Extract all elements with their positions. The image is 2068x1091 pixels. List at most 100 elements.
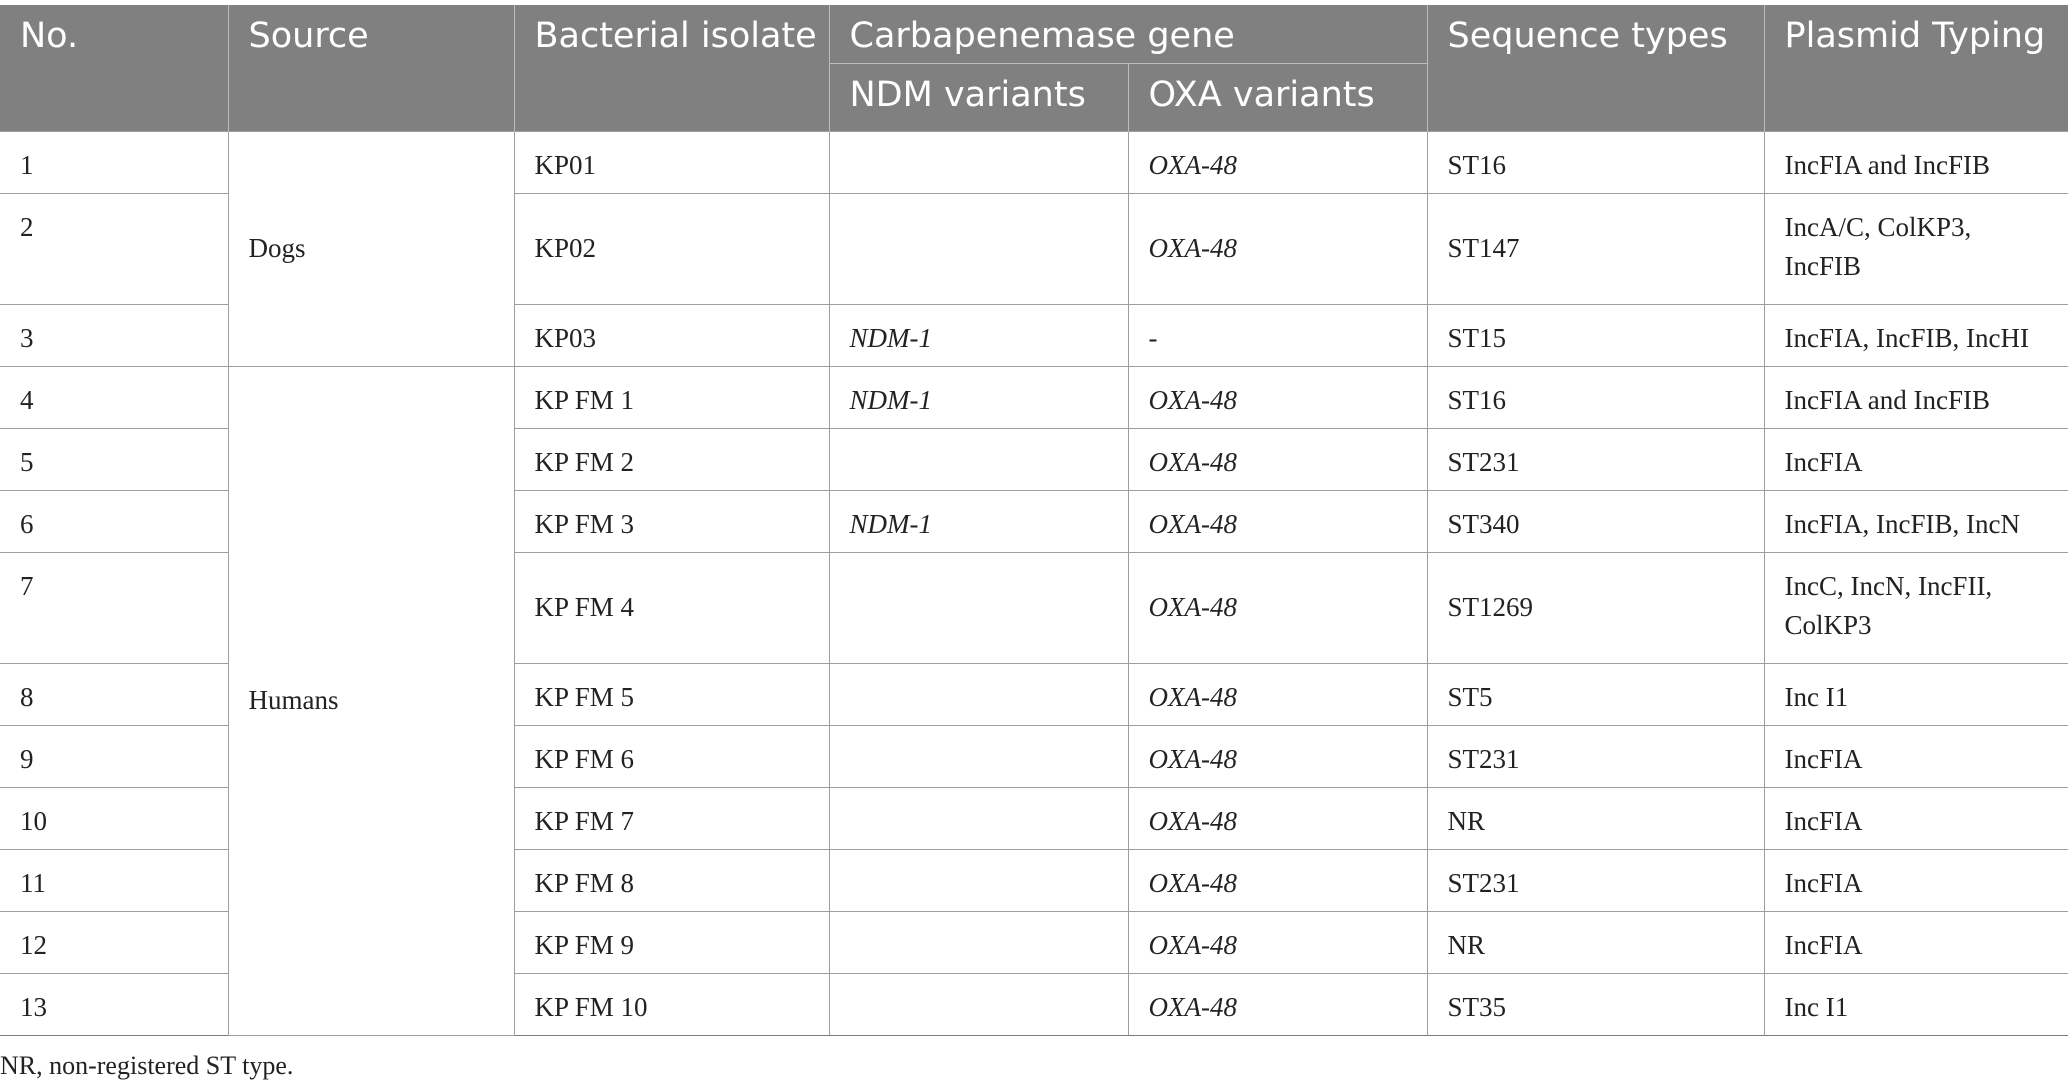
cell-plasmid: IncFIA <box>1763 848 2068 912</box>
plasmid-line: IncFIA <box>1784 743 1863 774</box>
plasmid-line: IncFIA <box>1784 867 1863 898</box>
table-row: 9 KP FM 6 OXA-48 ST231 IncFIA <box>0 724 2068 788</box>
cell-ndm <box>828 786 1129 850</box>
cell-isolate: KP FM 8 <box>513 848 830 912</box>
cell-isolate: KP FM 5 <box>513 662 830 726</box>
results-table-container: No. Source Bacterial isolate Carbapenema… <box>0 5 2068 1036</box>
cell-oxa: OXA-48 <box>1127 365 1428 429</box>
cell-ndm <box>828 724 1129 788</box>
cell-ndm: NDM-1 <box>828 489 1129 553</box>
table-row: 13 KP FM 10 OXA-48 ST35 Inc I1 <box>0 972 2068 1036</box>
cell-isolate: KP FM 4 <box>513 551 830 664</box>
plasmid-line: IncFIA, IncFIB, IncN <box>1784 508 2020 539</box>
cell-plasmid: IncFIA and IncFIB <box>1763 130 2068 194</box>
table-header: No. Source Bacterial isolate Carbapenema… <box>0 5 2068 131</box>
plasmid-line: IncFIA and IncFIB <box>1784 384 1990 415</box>
cell-no: 5 <box>0 427 229 491</box>
cell-ndm <box>828 427 1129 491</box>
cell-isolate: KP02 <box>513 192 830 305</box>
cell-st: ST15 <box>1426 303 1765 367</box>
cell-no: 11 <box>0 848 229 912</box>
cell-source-humans: Humans <box>227 365 515 1036</box>
cell-st: ST231 <box>1426 848 1765 912</box>
cell-oxa: OXA-48 <box>1127 551 1428 664</box>
header-carbapenemase-gene: Carbapenemase gene <box>828 5 1428 64</box>
cell-oxa: OXA-48 <box>1127 662 1428 726</box>
cell-ndm: NDM-1 <box>828 365 1129 429</box>
cell-no: 1 <box>0 130 229 194</box>
cell-isolate: KP FM 3 <box>513 489 830 553</box>
cell-plasmid: IncFIA and IncFIB <box>1763 365 2068 429</box>
cell-st: ST16 <box>1426 130 1765 194</box>
table-row: 1 Dogs KP01 OXA-48 ST16 IncFIA and IncFI… <box>0 130 2068 367</box>
cell-isolate: KP FM 9 <box>513 910 830 974</box>
cell-oxa: OXA-48 <box>1127 724 1428 788</box>
cell-isolate: KP FM 1 <box>513 365 830 429</box>
plasmid-line: Inc I1 <box>1784 991 1849 1022</box>
cell-plasmid: IncFIA, IncFIB, IncN <box>1763 489 2068 553</box>
cell-source-dogs: Dogs <box>227 130 515 367</box>
plasmid-line: IncC, IncN, IncFII, <box>1784 570 1993 601</box>
cell-plasmid: IncA/C, ColKP3, IncFIB <box>1763 192 2068 305</box>
plasmid-line: IncFIA and IncFIB <box>1784 149 1990 180</box>
cell-ndm: NDM-1 <box>828 303 1129 367</box>
table-row: 2 KP02 OXA-48 ST147 IncA/C, ColKP3, IncFI… <box>0 192 2068 305</box>
plasmid-line: IncFIA, IncFIB, IncHI <box>1784 322 2029 353</box>
cell-st: ST1269 <box>1426 551 1765 664</box>
table-row: 6 KP FM 3 NDM-1 OXA-48 ST340 IncFIA, Inc… <box>0 489 2068 553</box>
plasmid-line: IncFIA <box>1784 929 1863 960</box>
table-footnote: NR, non-registered ST type. <box>0 1051 294 1080</box>
cell-ndm <box>828 130 1129 194</box>
cell-oxa: OXA-48 <box>1127 427 1428 491</box>
cell-isolate: KP FM 2 <box>513 427 830 491</box>
table-row: 3 KP03 NDM-1 - ST15 IncFIA, IncFIB, IncH… <box>0 303 2068 367</box>
cell-isolate: KP FM 7 <box>513 786 830 850</box>
table-body: 1 Dogs KP01 OXA-48 ST16 IncFIA and IncFI… <box>0 130 2068 1036</box>
cell-plasmid: IncFIA <box>1763 786 2068 850</box>
cell-oxa: - <box>1127 303 1428 367</box>
isolates-table: No. Source Bacterial isolate Carbapenema… <box>0 5 2068 1036</box>
cell-st: ST231 <box>1426 427 1765 491</box>
cell-plasmid: IncFIA <box>1763 724 2068 788</box>
cell-no: 10 <box>0 786 229 850</box>
cell-plasmid: IncFIA <box>1763 427 2068 491</box>
cell-no: 6 <box>0 489 229 553</box>
cell-oxa: OXA-48 <box>1127 786 1428 850</box>
cell-no: 7 <box>0 551 229 664</box>
cell-oxa: OXA-48 <box>1127 192 1428 305</box>
cell-no: 2 <box>0 192 229 305</box>
plasmid-line: IncFIA <box>1784 805 1863 836</box>
cell-isolate: KP03 <box>513 303 830 367</box>
cell-ndm <box>828 848 1129 912</box>
cell-isolate: KP FM 6 <box>513 724 830 788</box>
header-sequence-types: Sequence types <box>1426 5 1765 131</box>
table-row: 12 KP FM 9 OXA-48 NR IncFIA <box>0 910 2068 974</box>
cell-oxa: OXA-48 <box>1127 848 1428 912</box>
plasmid-line: IncFIA <box>1784 446 1863 477</box>
cell-no: 13 <box>0 972 229 1036</box>
cell-oxa: OXA-48 <box>1127 489 1428 553</box>
cell-ndm <box>828 910 1129 974</box>
cell-oxa: OXA-48 <box>1127 910 1428 974</box>
header-oxa-variants: OXA variants <box>1127 63 1427 131</box>
cell-st: ST5 <box>1426 662 1765 726</box>
cell-no: 8 <box>0 662 229 726</box>
plasmid-line: IncFIB <box>1784 250 1862 281</box>
table-row: 7 KP FM 4 OXA-48 ST1269 IncC, IncN, IncF… <box>0 551 2068 664</box>
cell-plasmid: Inc I1 <box>1763 972 2068 1036</box>
table-row: 10 KP FM 7 OXA-48 NR IncFIA <box>0 786 2068 850</box>
header-isolate: Bacterial isolate <box>513 5 830 131</box>
cell-ndm <box>828 972 1129 1036</box>
cell-oxa: OXA-48 <box>1127 130 1428 194</box>
table-row: 5 KP FM 2 OXA-48 ST231 IncFIA <box>0 427 2068 491</box>
header-source: Source <box>227 5 515 131</box>
cell-plasmid: IncFIA, IncFIB, IncHI <box>1763 303 2068 367</box>
cell-st: ST231 <box>1426 724 1765 788</box>
cell-plasmid: IncC, IncN, IncFII, ColKP3 <box>1763 551 2068 664</box>
cell-ndm <box>828 551 1129 664</box>
cell-isolate: KP FM 10 <box>513 972 830 1036</box>
cell-st: NR <box>1426 910 1765 974</box>
header-no: No. <box>0 5 229 131</box>
cell-oxa: OXA-48 <box>1127 972 1428 1036</box>
cell-isolate: KP01 <box>513 130 830 194</box>
